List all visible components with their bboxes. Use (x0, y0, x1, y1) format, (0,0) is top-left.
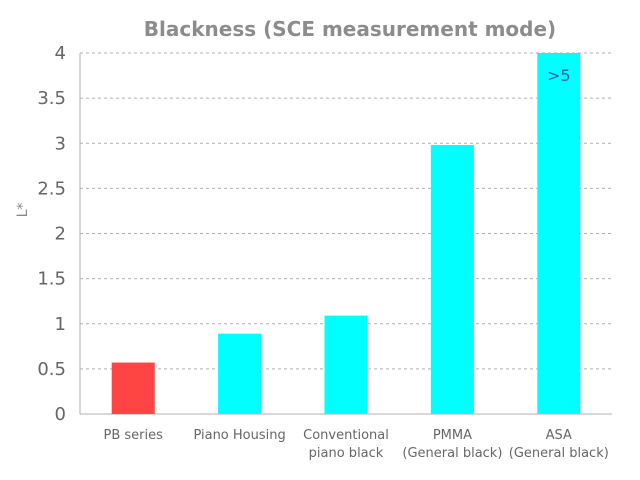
y-axis-label: L* (15, 203, 31, 218)
y-tick-label: 0 (55, 404, 66, 425)
y-tick-label: 1 (55, 314, 66, 335)
y-tick-label: 2.5 (37, 178, 66, 199)
bar (111, 362, 155, 414)
x-tick-label: (General black) (402, 446, 502, 461)
x-tick-label: piano black (309, 446, 384, 461)
y-tick-label: 3.5 (37, 88, 66, 109)
y-tick-label: 3 (55, 133, 66, 154)
x-tick-label: PB series (104, 428, 164, 443)
data-label: >5 (547, 66, 571, 85)
bar (324, 315, 368, 414)
bar (537, 53, 581, 414)
x-tick-label: (General black) (509, 446, 609, 461)
x-tick-labels: PB series Piano Housing Conventional piano … (104, 428, 609, 461)
y-tick-label: 0.5 (37, 359, 66, 380)
chart-title: Blackness (SCE measurement mode) (144, 17, 556, 41)
x-tick-label: PMMA (433, 428, 472, 443)
bar (218, 333, 262, 414)
x-tick-label: ASA (546, 428, 572, 443)
y-tick-labels: 0 0.5 1 1.5 2 2.5 3 3.5 4 L* (15, 43, 66, 425)
bars (111, 53, 581, 414)
y-tick-label: 2 (55, 224, 66, 245)
y-tick-label: 4 (55, 43, 66, 64)
data-labels: >5 (547, 66, 571, 85)
y-tick-label: 1.5 (37, 269, 66, 290)
bar (430, 145, 474, 414)
x-tick-label: Piano Housing (193, 428, 285, 443)
x-tick-label: Conventional (303, 428, 389, 443)
